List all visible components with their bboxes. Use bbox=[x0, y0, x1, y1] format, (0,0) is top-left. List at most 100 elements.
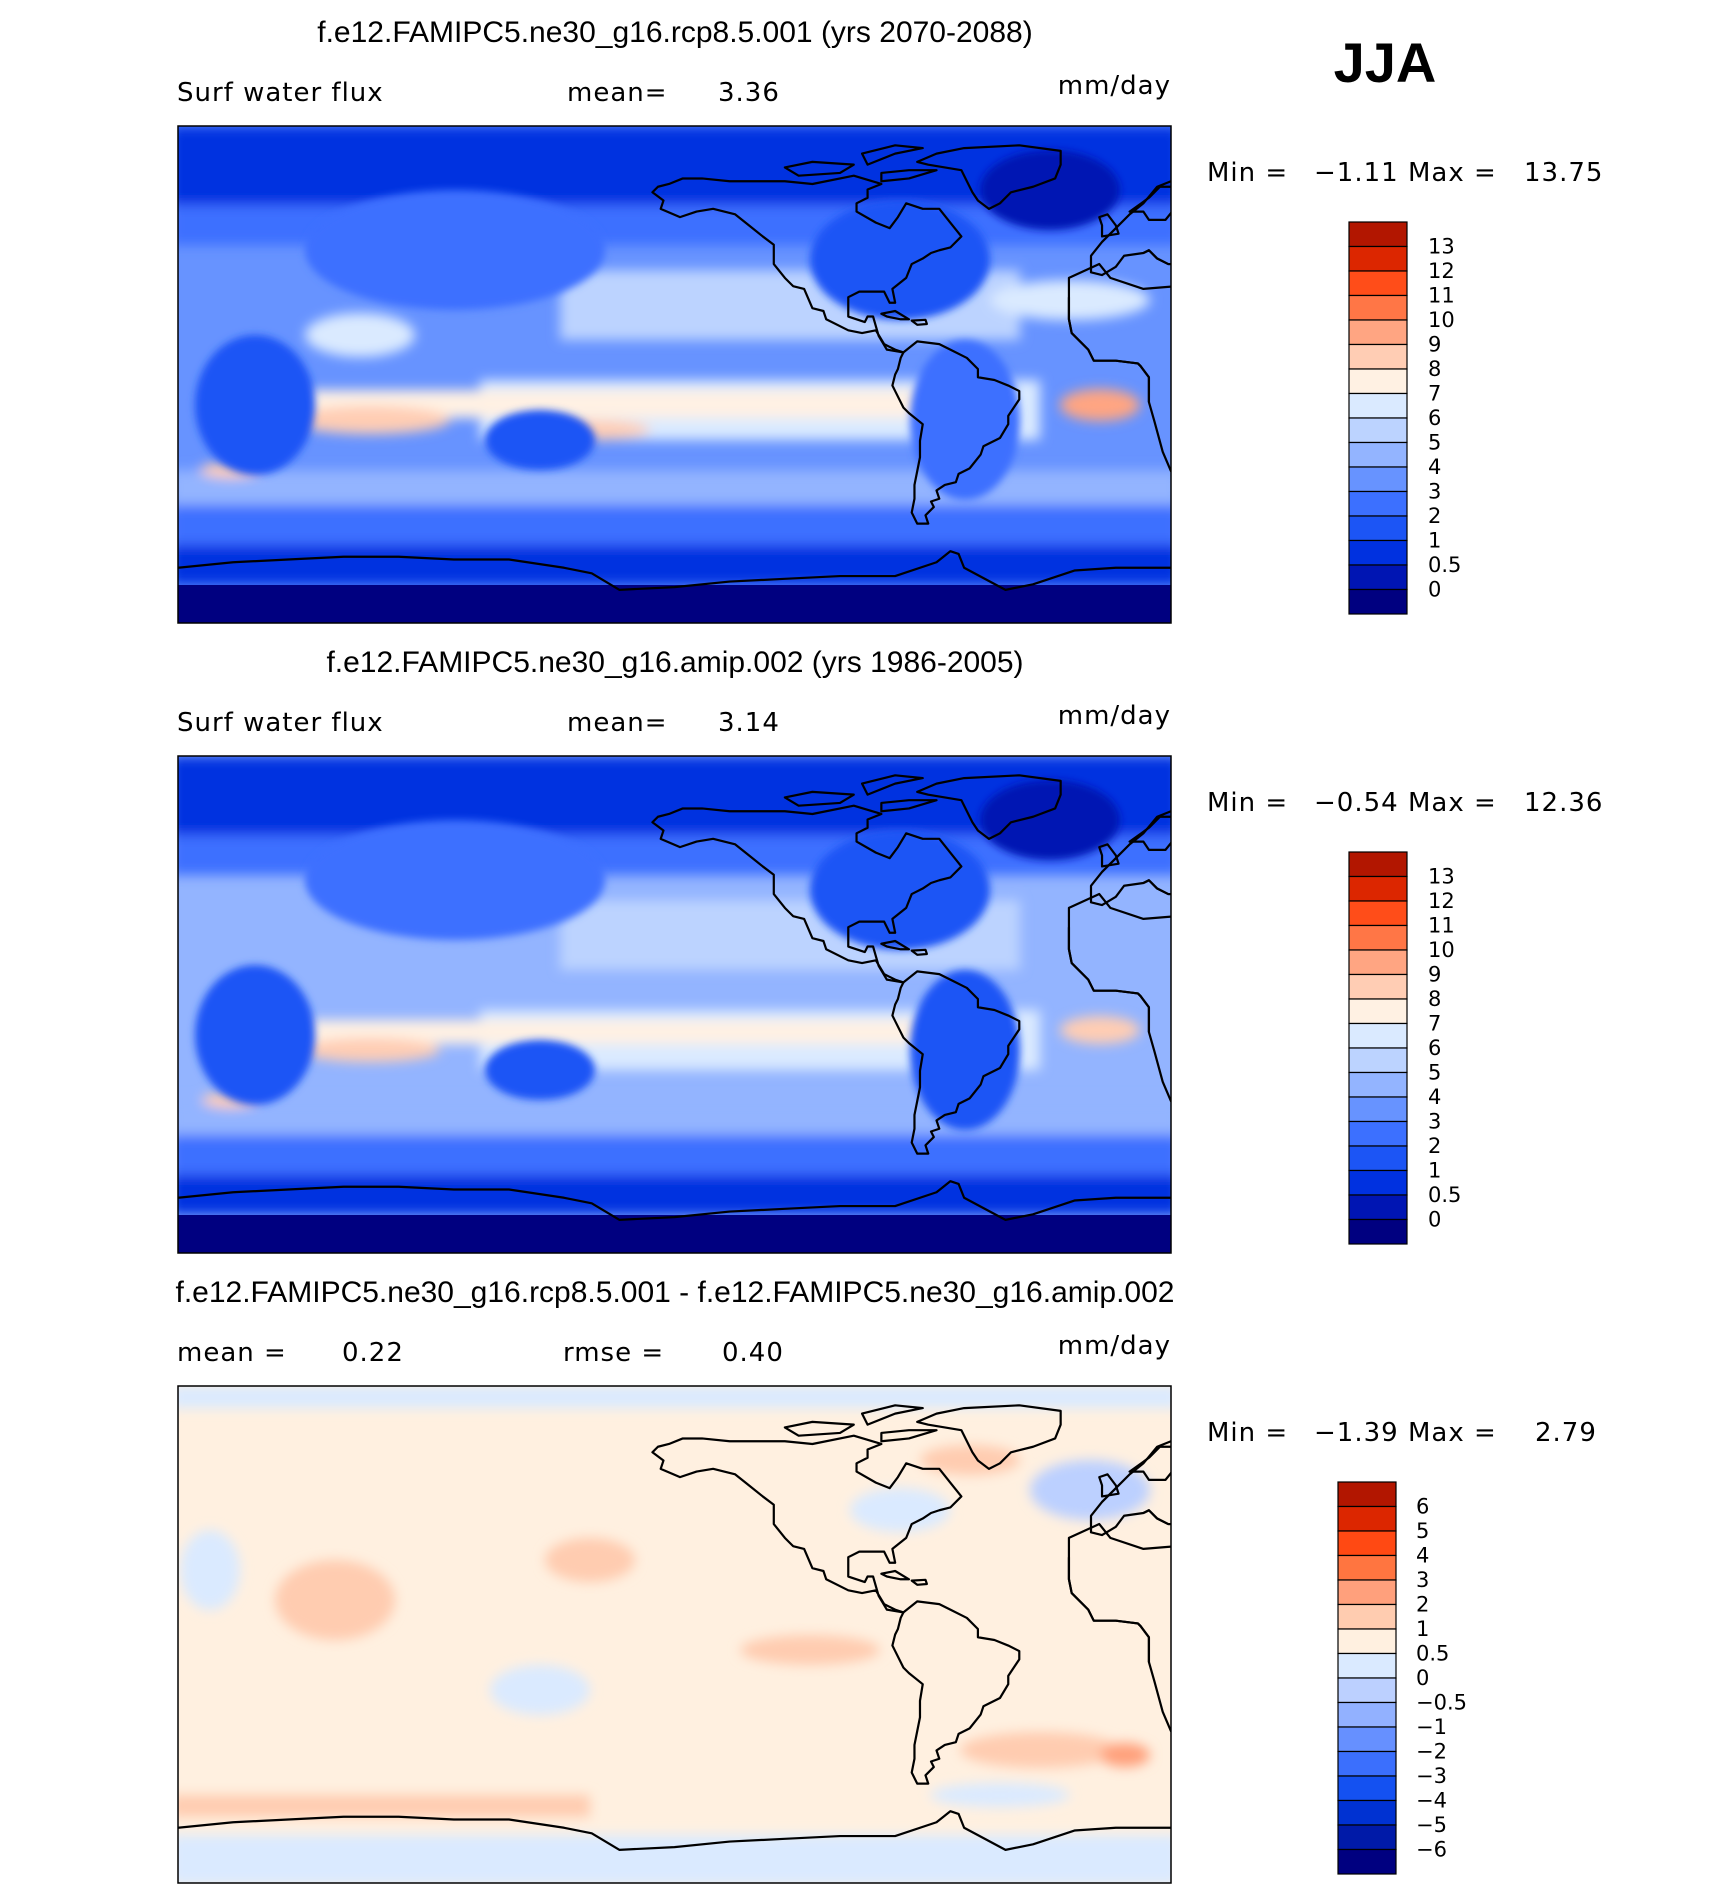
colorbar-box bbox=[1348, 875, 1408, 902]
colorbar-tick-label: 4 bbox=[1428, 455, 1441, 479]
mean-label: mean= bbox=[567, 78, 668, 108]
colorbar-tick-label: 12 bbox=[1428, 259, 1455, 283]
panel-difference: f.e12.FAMIPC5.ne30_g16.rcp8.5.001 - f.e1… bbox=[176, 1276, 1597, 1884]
colorbar-tick-label: 11 bbox=[1428, 284, 1455, 308]
colorbar-box bbox=[1337, 1726, 1397, 1753]
colorbar-tick-label: 9 bbox=[1428, 963, 1441, 987]
colorbar-tick-label: 1 bbox=[1428, 1159, 1441, 1183]
colorbar-box bbox=[1348, 1218, 1408, 1245]
map-field-amip bbox=[178, 756, 1171, 1253]
rmse-value: 0.40 bbox=[722, 1338, 784, 1368]
max-value: 2.79 bbox=[1535, 1418, 1597, 1448]
colorbar-tick-label: 2 bbox=[1416, 1593, 1429, 1617]
colorbar-box bbox=[1337, 1554, 1397, 1581]
variable-label: Surf water flux bbox=[177, 78, 384, 108]
colorbar-box bbox=[1337, 1799, 1397, 1826]
colorbar-box bbox=[1337, 1505, 1397, 1532]
colorbar-box bbox=[1348, 1120, 1408, 1147]
min-value: −0.54 bbox=[1314, 788, 1399, 818]
colorbar-tick-label: 5 bbox=[1416, 1519, 1429, 1543]
colorbar-tick-label: 0.5 bbox=[1428, 1183, 1461, 1207]
colorbar-box bbox=[1348, 564, 1408, 591]
colorbar-tick-label: 6 bbox=[1428, 1036, 1441, 1060]
colorbar-box bbox=[1348, 490, 1408, 517]
map-field-rcp85 bbox=[178, 126, 1171, 623]
colorbar-box bbox=[1348, 466, 1408, 493]
colorbar-tick-label: 1 bbox=[1416, 1617, 1429, 1641]
colorbar-tick-label: 11 bbox=[1428, 914, 1455, 938]
colorbar-tick-label: 10 bbox=[1428, 938, 1455, 962]
colorbar-box bbox=[1348, 343, 1408, 370]
colorbar-box bbox=[1337, 1750, 1397, 1777]
colorbar-tick-label: −4 bbox=[1416, 1789, 1447, 1813]
colorbar-tick-label: 4 bbox=[1428, 1085, 1441, 1109]
colorbar-tick-label: 13 bbox=[1428, 235, 1455, 259]
colorbar-box bbox=[1348, 392, 1408, 419]
panel-rcp85: f.e12.FAMIPC5.ne30_g16.rcp8.5.001 (yrs 2… bbox=[177, 16, 1602, 624]
mean-value: 3.14 bbox=[718, 708, 780, 738]
colorbar-tick-label: −3 bbox=[1416, 1764, 1447, 1788]
colorbar-box bbox=[1348, 270, 1408, 297]
colorbar-tick-label: 0.5 bbox=[1416, 1642, 1449, 1666]
colorbar-tick-label: 13 bbox=[1428, 865, 1455, 889]
colorbar-tick-label: −2 bbox=[1416, 1740, 1447, 1764]
colorbar-tick-label: 5 bbox=[1428, 1061, 1441, 1085]
colorbar-tick-label: 4 bbox=[1416, 1544, 1429, 1568]
units-label: mm/day bbox=[1058, 701, 1171, 731]
colorbar-box bbox=[1348, 1022, 1408, 1049]
max-label: Max = bbox=[1408, 1418, 1497, 1448]
colorbar-box bbox=[1348, 539, 1408, 566]
min-label: Min = bbox=[1207, 1418, 1288, 1448]
panel-title: f.e12.FAMIPC5.ne30_g16.rcp8.5.001 - f.e1… bbox=[176, 1276, 1175, 1309]
min-value: −1.11 bbox=[1314, 158, 1399, 188]
min-label: Min = bbox=[1207, 158, 1288, 188]
colorbar-tick-label: 0.5 bbox=[1428, 553, 1461, 577]
colorbar-box bbox=[1337, 1530, 1397, 1557]
colorbar-tick-label: 12 bbox=[1428, 889, 1455, 913]
colorbar-box bbox=[1348, 221, 1408, 248]
colorbar-box bbox=[1348, 949, 1408, 976]
colorbar-tick-label: 7 bbox=[1428, 1012, 1441, 1036]
colorbar-box bbox=[1348, 245, 1408, 272]
colorbar-box bbox=[1348, 1047, 1408, 1074]
max-label: Max = bbox=[1408, 158, 1497, 188]
max-label: Max = bbox=[1408, 788, 1497, 818]
colorbar-box bbox=[1348, 1194, 1408, 1221]
colorbar-box bbox=[1337, 1579, 1397, 1606]
colorbar-box bbox=[1348, 417, 1408, 444]
colorbar-box bbox=[1348, 1145, 1408, 1172]
variable-label: Surf water flux bbox=[177, 708, 384, 738]
colorbar-box bbox=[1337, 1652, 1397, 1679]
colorbar-tick-label: −1 bbox=[1416, 1715, 1447, 1739]
colorbar-box bbox=[1348, 588, 1408, 615]
mean-value: 3.36 bbox=[718, 78, 780, 108]
max-value: 12.36 bbox=[1524, 788, 1603, 818]
colorbar-tick-label: 3 bbox=[1428, 1110, 1441, 1134]
panel-title: f.e12.FAMIPC5.ne30_g16.amip.002 (yrs 198… bbox=[326, 646, 1023, 679]
colorbar-tick-label: 5 bbox=[1428, 431, 1441, 455]
panel-amip: f.e12.FAMIPC5.ne30_g16.amip.002 (yrs 198… bbox=[177, 646, 1603, 1254]
colorbar-box bbox=[1348, 319, 1408, 346]
colorbar-tick-label: 8 bbox=[1428, 357, 1441, 381]
colorbar-box bbox=[1348, 851, 1408, 878]
colorbar-box bbox=[1337, 1775, 1397, 1802]
colorbar-box bbox=[1348, 973, 1408, 1000]
colorbar-box bbox=[1348, 1071, 1408, 1098]
colorbar-tick-label: 2 bbox=[1428, 1134, 1441, 1158]
colorbar-box bbox=[1337, 1824, 1397, 1851]
colorbar-box bbox=[1348, 1169, 1408, 1196]
colorbar-tick-label: 0 bbox=[1428, 578, 1441, 602]
colorbar-tick-label: 1 bbox=[1428, 529, 1441, 553]
colorbar-box bbox=[1348, 294, 1408, 321]
colorbar-box bbox=[1337, 1603, 1397, 1630]
colorbar-box bbox=[1337, 1677, 1397, 1704]
colorbar-box bbox=[1337, 1848, 1397, 1875]
colorbar-box bbox=[1337, 1701, 1397, 1728]
mean-label: mean= bbox=[567, 708, 668, 738]
colorbar-tick-label: 9 bbox=[1428, 333, 1441, 357]
colorbar-tick-label: −6 bbox=[1416, 1838, 1447, 1862]
colorbar-tick-label: 2 bbox=[1428, 504, 1441, 528]
map-field-difference bbox=[178, 1386, 1171, 1883]
colorbar-box bbox=[1337, 1481, 1397, 1508]
